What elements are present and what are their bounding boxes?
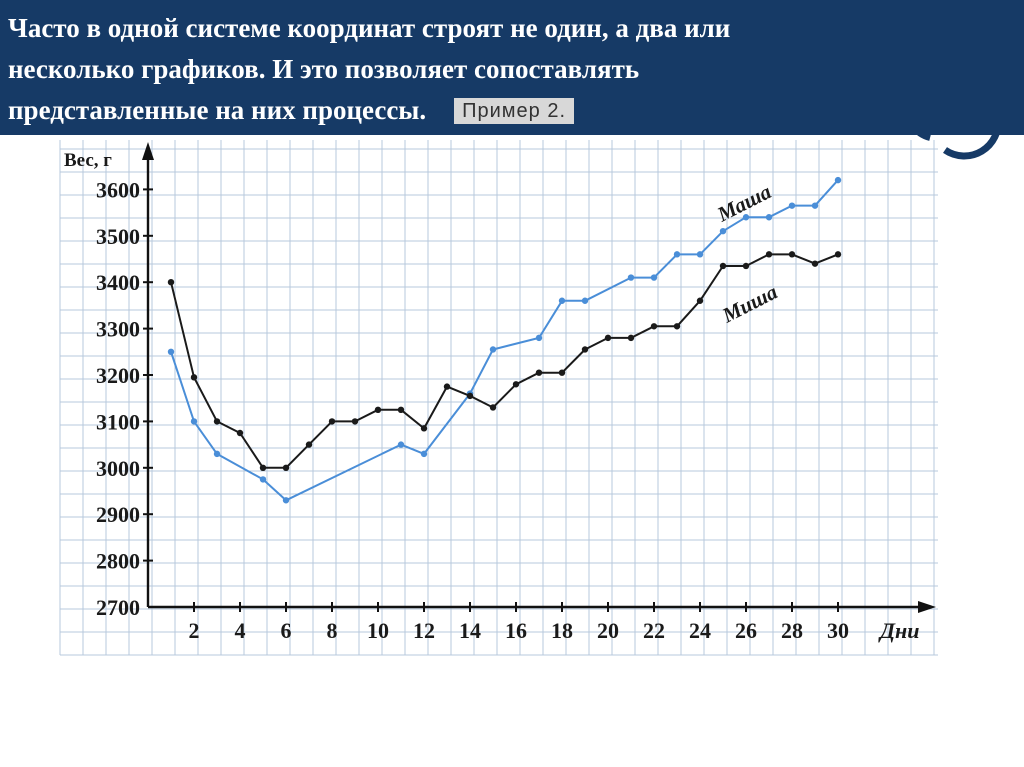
data-point-masha bbox=[167, 348, 175, 355]
y-tick-label: 3100 bbox=[96, 409, 140, 434]
data-point-masha bbox=[673, 251, 681, 258]
data-point-misha bbox=[742, 262, 750, 270]
data-point-masha bbox=[650, 274, 658, 281]
y-tick-label: 2700 bbox=[96, 595, 140, 620]
data-point-masha bbox=[627, 274, 635, 281]
data-point-misha bbox=[259, 464, 267, 471]
header-text: Часто в одной системе координат строят н… bbox=[8, 8, 958, 131]
data-point-misha bbox=[420, 425, 428, 432]
data-point-masha bbox=[581, 297, 589, 304]
y-axis-arrow bbox=[142, 142, 154, 160]
header-line-1: Часто в одной системе координат строят н… bbox=[8, 13, 731, 43]
data-point-misha bbox=[213, 418, 221, 425]
y-tick-label: 2900 bbox=[96, 502, 140, 527]
x-axis-arrow bbox=[918, 601, 936, 613]
data-point-misha bbox=[328, 418, 336, 425]
data-point-masha bbox=[213, 450, 221, 458]
data-point-masha bbox=[788, 202, 796, 209]
x-tick-label: 22 bbox=[643, 618, 665, 643]
data-point-misha bbox=[443, 383, 451, 390]
x-tick-label: 8 bbox=[327, 618, 338, 643]
header-line-3: представленные на них процессы. bbox=[8, 95, 427, 125]
series-line-misha bbox=[170, 253, 839, 469]
data-point-misha bbox=[627, 334, 635, 342]
y-tick-label: 3400 bbox=[96, 270, 140, 295]
y-tick-label: 3300 bbox=[96, 317, 140, 342]
data-point-misha bbox=[558, 369, 566, 376]
data-point-masha bbox=[765, 214, 773, 221]
data-point-masha bbox=[420, 450, 428, 458]
data-point-misha bbox=[581, 346, 589, 353]
data-point-masha bbox=[282, 497, 290, 504]
data-point-misha bbox=[351, 418, 359, 425]
x-tick-label: 12 bbox=[413, 618, 435, 643]
data-point-misha bbox=[811, 260, 819, 267]
data-point-misha bbox=[167, 279, 175, 286]
data-point-misha bbox=[765, 251, 773, 258]
y-tick-label: 3600 bbox=[96, 177, 140, 202]
data-point-masha bbox=[742, 214, 750, 221]
data-point-misha bbox=[282, 464, 290, 471]
data-point-misha bbox=[190, 374, 198, 381]
data-point-masha bbox=[259, 476, 267, 483]
data-point-misha bbox=[834, 251, 842, 258]
data-point-misha bbox=[489, 404, 497, 411]
example-badge: Пример 2. bbox=[454, 98, 575, 124]
data-point-masha bbox=[535, 334, 543, 342]
data-point-misha bbox=[397, 406, 405, 413]
x-tick-label: 18 bbox=[551, 618, 573, 643]
data-point-misha bbox=[512, 381, 520, 388]
x-tick-label: 26 bbox=[735, 618, 757, 643]
x-tick-label: 6 bbox=[281, 618, 292, 643]
x-axis-title: Дни bbox=[878, 618, 919, 643]
data-point-masha bbox=[397, 441, 405, 448]
data-point-misha bbox=[374, 406, 382, 413]
y-tick-label: 2800 bbox=[96, 549, 140, 574]
data-point-misha bbox=[604, 334, 612, 342]
data-point-misha bbox=[305, 441, 313, 448]
x-tick-label: 16 bbox=[505, 618, 527, 643]
x-tick-label: 20 bbox=[597, 618, 619, 643]
data-point-misha bbox=[466, 392, 474, 400]
y-tick-label: 3500 bbox=[96, 224, 140, 249]
y-tick-label: 3000 bbox=[96, 456, 140, 481]
data-point-misha bbox=[650, 323, 658, 330]
data-point-misha bbox=[673, 323, 681, 330]
data-point-masha bbox=[558, 297, 566, 304]
data-point-masha bbox=[811, 202, 819, 209]
data-point-misha bbox=[236, 429, 244, 437]
x-tick-label: 28 bbox=[781, 618, 803, 643]
x-tick-label: 4 bbox=[235, 618, 246, 643]
data-point-misha bbox=[535, 369, 543, 376]
header-line-2: несколько графиков. И это позволяет сопо… bbox=[8, 54, 640, 84]
x-tick-label: 10 bbox=[367, 618, 389, 643]
x-tick-label: 24 bbox=[689, 618, 711, 643]
y-axis-title: Вес, г bbox=[64, 150, 112, 171]
data-point-misha bbox=[696, 297, 704, 304]
data-point-masha bbox=[489, 346, 497, 353]
data-point-misha bbox=[788, 251, 796, 258]
data-point-misha bbox=[719, 262, 727, 270]
data-point-masha bbox=[834, 176, 842, 184]
data-point-masha bbox=[190, 418, 198, 425]
x-tick-label: 14 bbox=[459, 618, 481, 643]
x-tick-label: 2 bbox=[189, 618, 200, 643]
series-line-masha bbox=[170, 179, 839, 502]
slide-header: Часто в одной системе координат строят н… bbox=[0, 0, 1024, 135]
y-tick-label: 3200 bbox=[96, 363, 140, 388]
x-tick-label: 30 bbox=[827, 618, 849, 643]
data-point-masha bbox=[719, 227, 727, 235]
data-point-masha bbox=[696, 251, 704, 258]
circle-icon bbox=[909, 117, 1002, 160]
